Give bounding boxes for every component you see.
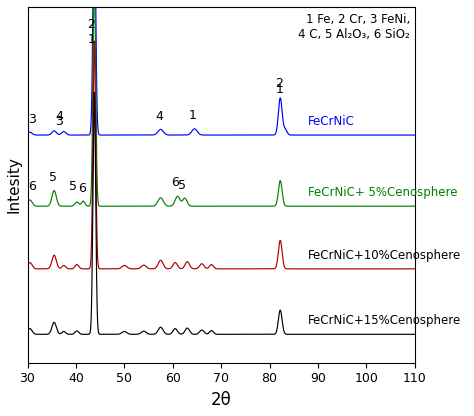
Text: 5: 5: [70, 180, 77, 193]
Text: 2: 2: [275, 77, 283, 90]
Text: 4: 4: [55, 110, 63, 123]
Text: 4: 4: [155, 110, 163, 123]
Text: 2: 2: [88, 18, 95, 31]
Text: 1: 1: [188, 109, 196, 122]
Text: 6: 6: [78, 182, 86, 196]
Text: 5: 5: [178, 179, 186, 192]
Text: FeCrNiC+15%Cenosphere: FeCrNiC+15%Cenosphere: [308, 314, 462, 327]
Text: 3: 3: [55, 116, 63, 129]
Text: 6: 6: [171, 176, 179, 189]
Text: FeCrNiC+10%Cenosphere: FeCrNiC+10%Cenosphere: [308, 249, 462, 262]
Text: 3: 3: [28, 113, 36, 126]
Text: 6: 6: [28, 180, 36, 193]
Text: FeCrNiC: FeCrNiC: [308, 115, 355, 128]
X-axis label: 2θ: 2θ: [211, 391, 231, 409]
Text: FeCrNiC+ 5%Cenosphere: FeCrNiC+ 5%Cenosphere: [308, 186, 458, 199]
Text: 1 Fe, 2 Cr, 3 FeNi,
4 C, 5 Al₂O₃, 6 SiO₂: 1 Fe, 2 Cr, 3 FeNi, 4 C, 5 Al₂O₃, 6 SiO₂: [298, 12, 410, 41]
Text: 1: 1: [275, 83, 283, 96]
Y-axis label: Intesity: Intesity: [7, 156, 22, 213]
Text: 1: 1: [88, 32, 95, 46]
Text: 5: 5: [49, 171, 57, 184]
